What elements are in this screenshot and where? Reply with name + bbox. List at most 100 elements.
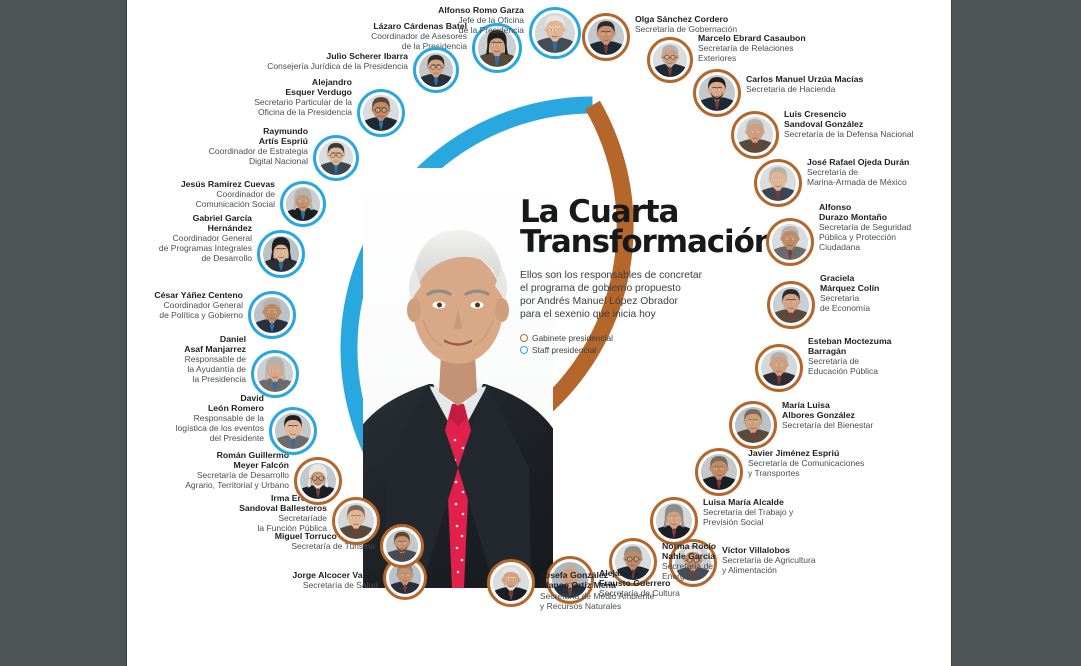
- person-node-javier-jimenez-espriu[interactable]: Javier Jiménez Espriú Secretaría de Comun…: [695, 448, 894, 496]
- person-role: Secretaría de Medio Ambiente y Recursos …: [540, 590, 655, 611]
- person-avatar-javier-jimenez-espriu[interactable]: [695, 448, 743, 496]
- person-node-julio-scherer-ibarra[interactable]: Julio Scherer Ibarra Consejería Jurídica …: [252, 47, 459, 93]
- person-node-carlos-manuel-urzua-macias[interactable]: Carlos Manuel Urzúa Macías Secretaría de …: [693, 69, 899, 117]
- person-avatar-jesus-ramirez-cuevas[interactable]: [280, 181, 326, 227]
- person-node-norma-rocio-nahle-garcia[interactable]: Norma Rocío Nahle García Secretaría de En…: [609, 538, 763, 586]
- person-node-jorge-alcocer-varela[interactable]: Jorge Alcocer Varela Secretaría de Salud: [237, 556, 427, 600]
- person-avatar-josefa-gonzalez-blanco-ortiz-mena[interactable]: [487, 559, 535, 608]
- person-avatar-irma-erendira-sandoval-ballesteros[interactable]: [332, 497, 380, 545]
- person-name: Luis Cresencio Sandoval González: [784, 108, 864, 129]
- person-avatar-david-leon-romero[interactable]: [269, 407, 317, 455]
- person-node-roman-guillermo-meyer-falcon[interactable]: Román Guillermo Meyer Falcón Secretaría d…: [138, 450, 342, 505]
- person-role: Secretaría de Energía: [662, 561, 714, 582]
- person-avatar-jose-rafael-ojeda-duran[interactable]: [754, 159, 802, 207]
- person-role: Secretaría de Cultura: [599, 588, 680, 599]
- person-node-luisa-maria-alcalde[interactable]: Luisa María Alcalde Secretaría del Trabaj…: [650, 497, 834, 545]
- person-avatar-maria-luisa-albores-gonzalez[interactable]: [729, 401, 777, 449]
- avatar-photo: [275, 413, 311, 449]
- person-node-marcelo-ebrard-casaubon[interactable]: Marcelo Ebrard Casaubon Secretaría de Rel…: [647, 33, 849, 83]
- avatar-photo: [737, 117, 773, 153]
- person-role: Secretaría de Economía: [820, 293, 871, 314]
- person-node-alejandro-esquer-verdugo[interactable]: Alejandro Esquer Verdugo Secretario Parti…: [201, 77, 405, 137]
- person-avatar-raymundo-artis-espriu[interactable]: [313, 135, 359, 181]
- avatar-photo: [478, 29, 516, 67]
- person-node-david-leon-romero[interactable]: David León Romero Responsable de la logís…: [138, 393, 317, 455]
- person-name: César Yáñez Centeno: [154, 289, 243, 300]
- avatar-photo: [386, 530, 418, 562]
- person-label-victor-villalobos: Víctor Villalobos Secretaría de Agricultu…: [717, 545, 852, 575]
- person-node-victor-villalobos[interactable]: Víctor Villalobos Secretaría de Agricultu…: [669, 539, 853, 587]
- person-role: Jefe de la Oficina de la Presidencia: [458, 15, 524, 36]
- person-label-alejandra-frausto-guerrero: Alejandra Frausto Guerrero Secretaría de …: [594, 568, 709, 599]
- person-label-javier-jimenez-espriu: Javier Jiménez Espriú Secretaría de Comun…: [743, 448, 893, 478]
- person-avatar-luis-cresencio-sandoval-gonzalez[interactable]: [731, 111, 779, 159]
- person-node-miguel-torruco-marques[interactable]: Miguel Torruco Marqués Secretaría de Turi…: [224, 524, 424, 568]
- person-label-cesar-yanez-centeno: César Yáñez Centeno Coordinador General d…: [127, 290, 248, 320]
- person-role: Coordinador de Estrategia Digital Nacion…: [208, 146, 308, 167]
- person-node-josefa-gonzalez-blanco-ortiz-mena[interactable]: Josefa González Blanco Ortiz Mena Secreta…: [487, 556, 691, 611]
- person-name: Alfonso Romo Garza: [438, 4, 524, 15]
- person-node-cesar-yanez-centeno[interactable]: César Yáñez Centeno Coordinador General d…: [127, 290, 296, 339]
- person-avatar-julio-scherer-ibarra[interactable]: [413, 47, 459, 93]
- person-label-alfonso-durazo-montano: Alfonso Durazo Montaño Secretaría de Segu…: [814, 202, 951, 253]
- person-node-daniel-asaf-manjarrez[interactable]: Daniel Asaf Manjarrez Responsable de la A…: [135, 334, 299, 398]
- person-role: Secretaría de Seguridad Pública y Protec…: [819, 222, 912, 253]
- person-label-raymundo-artis-espriu: Raymundo Artís Espriú Coordinador de Estr…: [168, 126, 313, 167]
- person-avatar-luisa-maria-alcalde[interactable]: [650, 497, 698, 545]
- avatar-photo: [615, 544, 651, 580]
- person-node-alfonso-romo-garza[interactable]: Alfonso Romo Garza Jefe de la Oficina de …: [395, 4, 581, 59]
- person-avatar-carlos-manuel-urzua-macias[interactable]: [693, 69, 741, 117]
- person-node-luis-cresencio-sandoval-gonzalez[interactable]: Luis Cresencio Sandoval González Secretar…: [731, 109, 951, 159]
- person-node-maria-luisa-albores-gonzalez[interactable]: María Luisa Albores González Secretaría d…: [729, 400, 913, 449]
- person-avatar-alfonso-romo-garza[interactable]: [529, 7, 581, 59]
- person-label-luis-cresencio-sandoval-gonzalez: Luis Cresencio Sandoval González Secretar…: [779, 109, 951, 140]
- person-node-alfonso-durazo-montano[interactable]: Alfonso Durazo Montaño Secretaría de Segu…: [766, 202, 951, 266]
- avatar-photo: [760, 165, 796, 201]
- avatar-photo: [656, 503, 692, 539]
- person-avatar-olga-sanchez-cordero[interactable]: [582, 13, 630, 61]
- person-name: Gabriel García Hernández: [192, 212, 252, 233]
- person-avatar-marcelo-ebrard-casaubon[interactable]: [647, 37, 693, 83]
- person-avatar-miguel-torruco-marques[interactable]: [380, 524, 424, 568]
- person-node-raymundo-artis-espriu[interactable]: Raymundo Artís Espriú Coordinador de Estr…: [167, 126, 359, 181]
- headline-block: La Cuarta Transformación Ellos son los r…: [520, 197, 776, 357]
- person-node-esteban-moctezuma-barragan[interactable]: Esteban Moctezuma Barragán Secretaría de …: [755, 336, 949, 392]
- person-avatar-alejandra-frausto-guerrero[interactable]: [546, 556, 594, 604]
- person-label-norma-rocio-nahle-garcia: Norma Rocío Nahle García Secretaría de En…: [657, 541, 762, 582]
- person-label-esteban-moctezuma-barragan: Esteban Moctezuma Barragán Secretaría de …: [803, 336, 948, 377]
- person-label-roman-guillermo-meyer-falcon: Román Guillermo Meyer Falcón Secretaría d…: [139, 450, 294, 491]
- person-node-graciela-marquez-colin[interactable]: Graciela Márquez Colín Secretaría de Econ…: [767, 273, 941, 329]
- avatar-photo: [699, 75, 735, 111]
- person-name: Javier Jiménez Espriú: [748, 447, 840, 458]
- person-name: Alejandro Esquer Verdugo: [285, 76, 352, 97]
- person-node-jose-rafael-ojeda-duran[interactable]: José Rafael Ojeda Durán Secretaría de Mar…: [754, 157, 951, 207]
- avatar-photo: [263, 236, 299, 272]
- person-node-gabriel-garcia-hernandez[interactable]: Gabriel García Hernández Coordinador Gene…: [127, 213, 305, 278]
- person-avatar-victor-villalobos[interactable]: [669, 539, 717, 587]
- person-avatar-norma-rocio-nahle-garcia[interactable]: [609, 538, 657, 586]
- person-avatar-graciela-marquez-colin[interactable]: [767, 281, 815, 329]
- person-node-olga-sanchez-cordero[interactable]: Olga Sánchez Cordero Secretaría de Gobern…: [582, 13, 796, 61]
- person-avatar-daniel-asaf-manjarrez[interactable]: [251, 350, 299, 398]
- person-node-lazaro-cardenas-batel[interactable]: Lázaro Cárdenas Batel Coordinador de Ases…: [318, 21, 522, 73]
- person-label-jesus-ramirez-cuevas: Jesús Ramírez Cuevas Coordinador de Comun…: [135, 179, 280, 209]
- person-node-irma-erendira-sandoval-ballesteros[interactable]: Irma Eréndira Sandoval BallesterosSecret…: [186, 493, 380, 545]
- person-name: Josefa González Blanco Ortiz Mena: [540, 570, 616, 591]
- person-node-jesus-ramirez-cuevas[interactable]: Jesús Ramírez Cuevas Coordinador de Comun…: [134, 179, 326, 227]
- person-avatar-esteban-moctezuma-barragan[interactable]: [755, 344, 803, 392]
- legend-item-staff: Staff presidencial: [520, 345, 760, 355]
- person-avatar-gabriel-garcia-hernandez[interactable]: [257, 230, 305, 278]
- person-role: Secretario Particular de la Oficina de l…: [254, 97, 352, 118]
- person-avatar-alejandro-esquer-verdugo[interactable]: [357, 89, 405, 137]
- person-avatar-roman-guillermo-meyer-falcon[interactable]: [294, 457, 342, 505]
- person-node-alejandra-frausto-guerrero[interactable]: Alejandra Frausto Guerrero Secretaría de …: [546, 556, 710, 604]
- person-avatar-lazaro-cardenas-batel[interactable]: [472, 23, 522, 73]
- person-avatar-cesar-yanez-centeno[interactable]: [248, 291, 296, 339]
- person-avatar-alfonso-durazo-montano[interactable]: [766, 218, 814, 266]
- person-name: Norma Rocío Nahle García: [662, 540, 717, 561]
- person-name: Alejandra Frausto Guerrero: [599, 567, 671, 588]
- person-name: Alfonso Durazo Montaño: [819, 201, 888, 222]
- person-label-alejandro-esquer-verdugo: Alejandro Esquer Verdugo Secretario Parti…: [202, 77, 357, 118]
- person-name: Esteban Moctezuma Barragán: [808, 335, 892, 356]
- person-label-gabriel-garcia-hernandez: Gabriel García Hernández Coordinador Gene…: [127, 213, 257, 264]
